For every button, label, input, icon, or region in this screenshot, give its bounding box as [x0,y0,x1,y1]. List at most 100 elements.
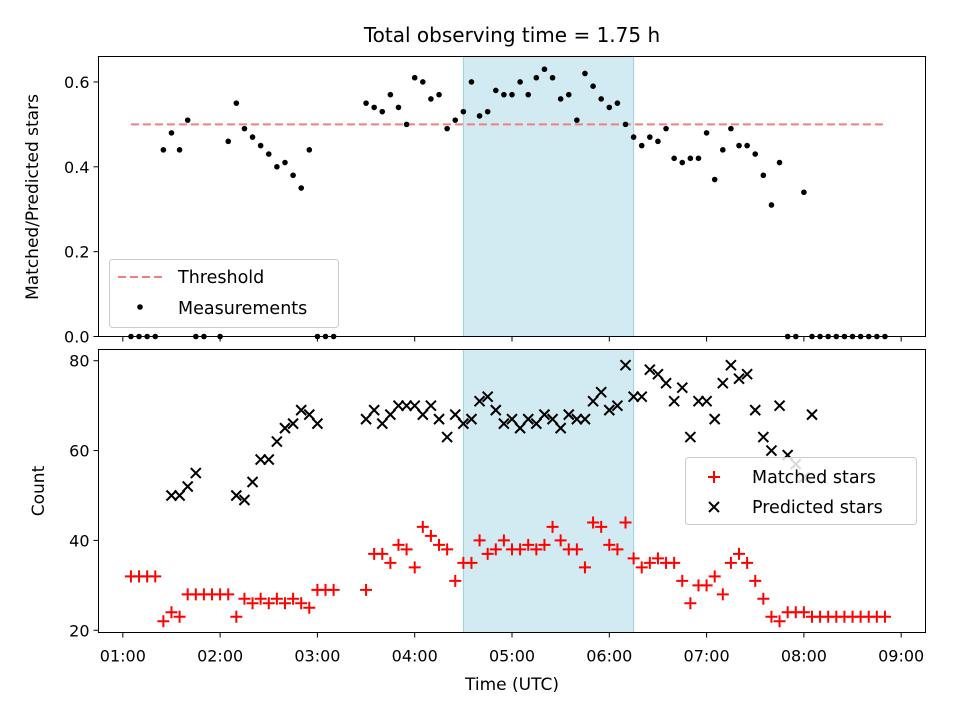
matched-star-point [538,538,551,551]
predicted-star-point [287,417,299,430]
matched-star-point [165,606,178,619]
legend-matched-label: Matched stars [752,468,876,488]
matched-star-point [246,597,259,610]
predicted-star-point [538,408,551,421]
matched-star-point [384,556,397,569]
measurement-point [517,79,523,85]
measurement-point [468,79,475,85]
bottom-series [124,359,891,628]
predicted-star-point [238,494,251,506]
bottom-y-axis: 20 40 60 80 [69,352,99,640]
predicted-star-point [498,417,510,430]
matched-star-point [449,574,462,587]
measurement-point [371,104,377,111]
measurement-point [420,79,426,85]
predicted-star-point [254,453,267,466]
predicted-star-point [619,359,632,371]
matched-star-point [627,552,640,565]
matched-star-point [489,543,502,556]
predicted-star-point [571,413,583,425]
measurement-point [379,108,386,115]
y-tick-label: 0.6 [64,73,89,92]
matched-star-point [473,534,486,547]
predicted-star-point [579,413,591,425]
predicted-star-point [741,368,753,380]
measurement-point [484,108,491,115]
measurement-point [176,147,183,153]
bottom-x-axis: 01:00 02:00 03:00 04:00 05:00 06:00 07:00 08:00… [100,632,924,666]
predicted-star-point [165,489,178,502]
matched-star-point [716,588,729,601]
measurement-point [509,91,515,98]
matched-star-point [465,556,478,569]
predicted-star-point [417,408,429,421]
matched-star-point [603,538,616,551]
predicted-star-point [700,395,713,407]
predicted-star-point [263,453,275,466]
measurement-point [257,142,264,149]
matched-star-point [441,543,454,556]
top-y-axis-label: Matched/Predicted stars [23,94,43,300]
measurement-point [411,74,418,81]
predicted-star-point [546,413,559,425]
predicted-star-point [360,413,372,425]
bottom-axes-frame [98,349,926,633]
matched-star-point [222,588,235,601]
matched-star-point [668,556,681,569]
matched-star-point [643,556,656,569]
measurement-point [290,172,296,179]
matched-star-point [416,520,429,533]
measurement-point [395,104,402,111]
measurement-point [265,151,272,157]
measurement-point [606,104,613,111]
x-tick-label: 08:00 [781,647,827,666]
matched-star-point [595,520,608,533]
bottom-legend-box [685,457,917,525]
measurement-point [363,100,369,106]
legend-predicted-label: Predicted stars [752,498,883,518]
measurement-point [711,176,718,183]
predicted-star-point [473,395,486,407]
matched-star-point [765,610,778,623]
matched-star-point [295,597,308,610]
matched-star-point [149,570,162,583]
predicted-star-point [676,381,688,394]
predicted-star-point [522,413,534,425]
bottom-legend: Matched stars Predicted stars [685,457,917,525]
predicted-star-point [595,386,607,398]
measurement-point [728,125,734,132]
matched-star-point [757,592,770,605]
predicted-star-point [449,408,461,421]
predicted-star-point [481,390,494,403]
measurement-point [533,74,540,81]
matched-star-point [262,597,275,610]
matched-star-point [700,579,713,592]
measurement-point [687,155,694,162]
predicted-star-point [773,399,786,412]
matched-star-point [230,610,243,623]
measurement-point [590,83,596,89]
top-legend: Threshold Measurements [109,259,339,328]
predicted-star-point [554,422,567,434]
measurement-point [663,125,669,132]
predicted-star-point [733,372,745,385]
matched-star-point [424,529,437,542]
top-y-axis: 0.0 0.2 0.4 0.6 [64,73,99,347]
predicted-star-point [563,408,575,421]
predicted-star-point [311,417,324,430]
predicted-star-point [749,404,761,416]
x-tick-label: 07:00 [684,647,730,666]
measurement-point [720,147,726,153]
measurement-point [801,189,807,196]
y-tick-label: 20 [69,621,89,640]
matched-star-point [433,538,446,551]
matched-star-point [497,534,510,547]
measurement-point [752,151,759,157]
predicted-star-point [408,399,421,412]
predicted-star-point [636,390,648,403]
predicted-star-point [530,417,543,430]
matched-star-point [611,543,624,556]
predicted-star-point [684,431,697,443]
measurement-point [655,138,661,145]
